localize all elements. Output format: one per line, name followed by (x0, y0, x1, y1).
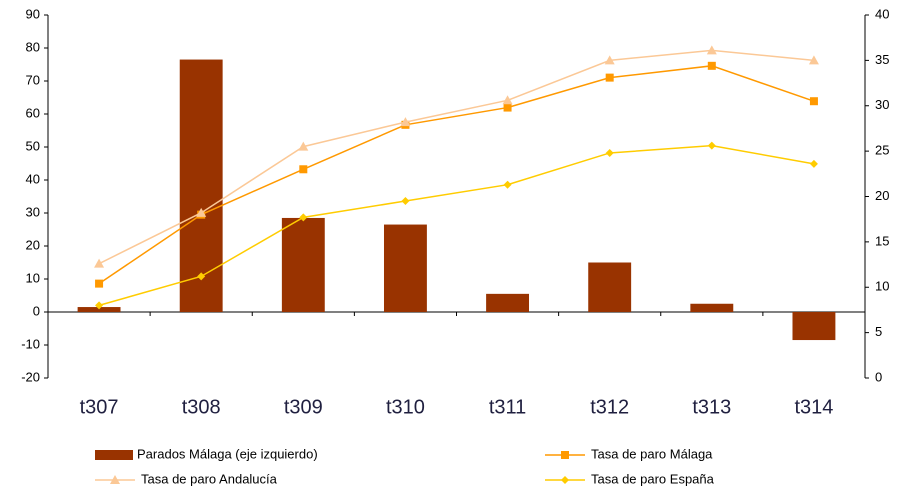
bar (77, 307, 121, 312)
x-tick-label: t307 (80, 396, 119, 418)
marker (604, 55, 615, 65)
legend-label: Tasa de paro España (591, 471, 715, 486)
y-tick-label: -10 (21, 336, 40, 351)
marker (95, 301, 104, 310)
marker (605, 148, 614, 157)
x-tick-label: t312 (590, 396, 629, 418)
y2-tick-label: 35 (875, 52, 889, 67)
bar (281, 217, 325, 312)
line (98, 49, 815, 265)
y2-tick-label: 15 (875, 233, 889, 248)
x-tick-label: t309 (284, 396, 323, 418)
marker (503, 180, 512, 189)
bar (690, 303, 734, 312)
line (98, 65, 815, 285)
marker (196, 207, 207, 217)
y-tick-label: 30 (26, 204, 40, 219)
marker (197, 272, 206, 281)
bar (486, 293, 530, 312)
y-tick-label: 0 (33, 303, 40, 318)
marker (809, 97, 818, 106)
marker (808, 55, 819, 65)
marker (110, 475, 120, 484)
x-tick-label: t308 (182, 396, 221, 418)
marker (400, 117, 411, 127)
marker (401, 197, 410, 206)
y2-tick-label: 0 (875, 369, 882, 384)
y-tick-label: 40 (26, 171, 40, 186)
y-tick-label: 50 (26, 138, 40, 153)
marker (706, 45, 717, 55)
legend-label: Tasa de paro Málaga (591, 446, 713, 461)
x-tick-label: t311 (489, 396, 526, 418)
marker (809, 159, 818, 168)
marker (561, 476, 569, 484)
marker (299, 213, 308, 222)
marker (299, 165, 308, 174)
legend-swatch (95, 450, 133, 460)
marker (707, 61, 716, 70)
x-tick-label: t314 (794, 396, 833, 418)
y2-tick-label: 25 (875, 143, 889, 158)
marker (605, 73, 614, 82)
y-tick-label: 10 (26, 270, 40, 285)
marker (298, 141, 309, 151)
line (98, 144, 815, 307)
y-tick-label: 20 (26, 237, 40, 252)
y-tick-label: 60 (26, 105, 40, 120)
bar (383, 224, 427, 312)
marker (503, 103, 512, 112)
y2-tick-label: 5 (875, 324, 882, 339)
marker (561, 451, 569, 459)
y-tick-label: -20 (21, 369, 40, 384)
y-tick-label: 70 (26, 72, 40, 87)
y2-tick-label: 40 (875, 6, 889, 21)
legend-label: Parados Málaga (eje izquierdo) (137, 446, 318, 461)
y2-tick-label: 10 (875, 279, 889, 294)
marker (95, 279, 104, 288)
marker (94, 258, 105, 268)
y2-tick-label: 30 (875, 97, 889, 112)
legend-label: Tasa de paro Andalucía (141, 471, 278, 486)
y2-tick-label: 20 (875, 188, 889, 203)
y-tick-label: 90 (26, 6, 40, 21)
x-tick-label: t313 (692, 396, 731, 418)
y-tick-label: 80 (26, 39, 40, 54)
marker (707, 141, 716, 150)
bar (792, 312, 836, 341)
marker (502, 95, 513, 105)
bar (179, 59, 223, 312)
x-tick-label: t310 (386, 396, 425, 418)
bar (588, 262, 632, 312)
